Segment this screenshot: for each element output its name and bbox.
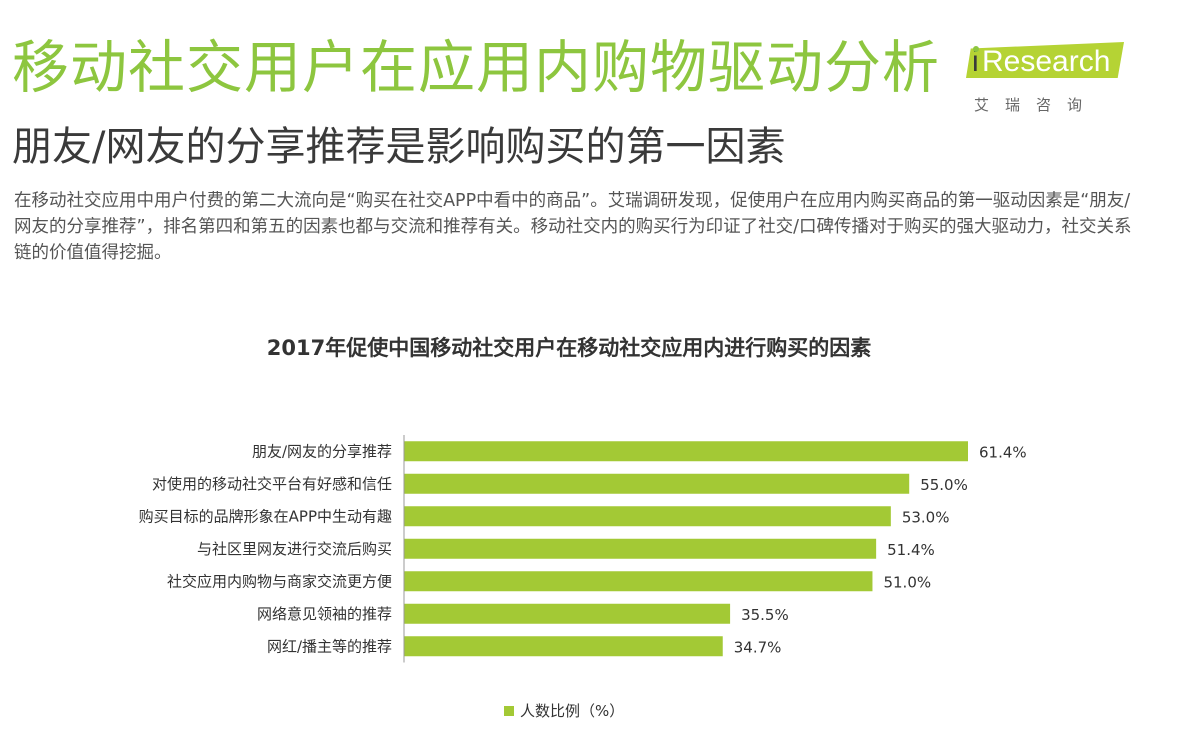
legend-swatch: [504, 705, 514, 716]
value-label: 61.4%: [979, 443, 1027, 461]
category-label: 购买目标的品牌形象在APP中生动有趣: [139, 507, 392, 525]
logo-chinese-name: 艾瑞咨询: [974, 96, 1099, 114]
page-title: 移动社交用户在应用内购物驱动分析: [12, 35, 940, 101]
bar: [404, 571, 873, 592]
category-label: 社交应用内购物与商家交流更方便: [167, 572, 392, 590]
logo-i-letter: i: [972, 45, 979, 78]
value-label: 55.0%: [920, 476, 968, 494]
chart-title: 2017年促使中国移动社交用户在移动社交应用内进行购买的因素: [266, 336, 872, 360]
value-label: 53.0%: [902, 508, 950, 526]
page-subtitle: 朋友/网友的分享推荐是影响购买的第一因素: [12, 124, 786, 170]
bars-layer: 朋友/网友的分享推荐 61.4% 对使用的移动社交平台有好感和信任 55.0% 购买目标…: [139, 441, 1027, 657]
legend-label: 人数比例（%）: [520, 702, 625, 720]
value-label: 51.4%: [887, 541, 935, 559]
intro-paragraph: 在移动社交应用中用户付费的第二大流向是“购买在社交APP中看中的商品”。艾瑞调研…: [14, 191, 1132, 263]
bar: [404, 506, 891, 527]
bar-chart: 朋友/网友的分享推荐 61.4% 对使用的移动社交平台有好感和信任 55.0% 购买目标…: [139, 435, 1027, 663]
bar: [404, 603, 731, 624]
logo-dot: [973, 46, 979, 52]
category-label: 朋友/网友的分享推荐: [252, 442, 392, 460]
bar: [404, 538, 877, 559]
bar: [404, 636, 723, 657]
value-label: 34.7%: [734, 638, 782, 656]
logo-banner: [966, 42, 1124, 78]
value-label: 51.0%: [883, 573, 931, 591]
bar: [404, 473, 910, 494]
category-label: 网络意见领袖的推荐: [257, 605, 392, 623]
bar: [404, 441, 968, 462]
category-label: 网红/播主等的推荐: [267, 637, 392, 655]
value-label: 35.5%: [741, 606, 789, 624]
logo-name: Research: [982, 45, 1111, 78]
chart-legend: 人数比例（%）: [504, 700, 624, 721]
iresearch-logo: i Research 艾瑞咨询: [966, 38, 1136, 118]
category-label: 对使用的移动社交平台有好感和信任: [152, 475, 392, 493]
category-label: 与社区里网友进行交流后购买: [197, 540, 392, 558]
